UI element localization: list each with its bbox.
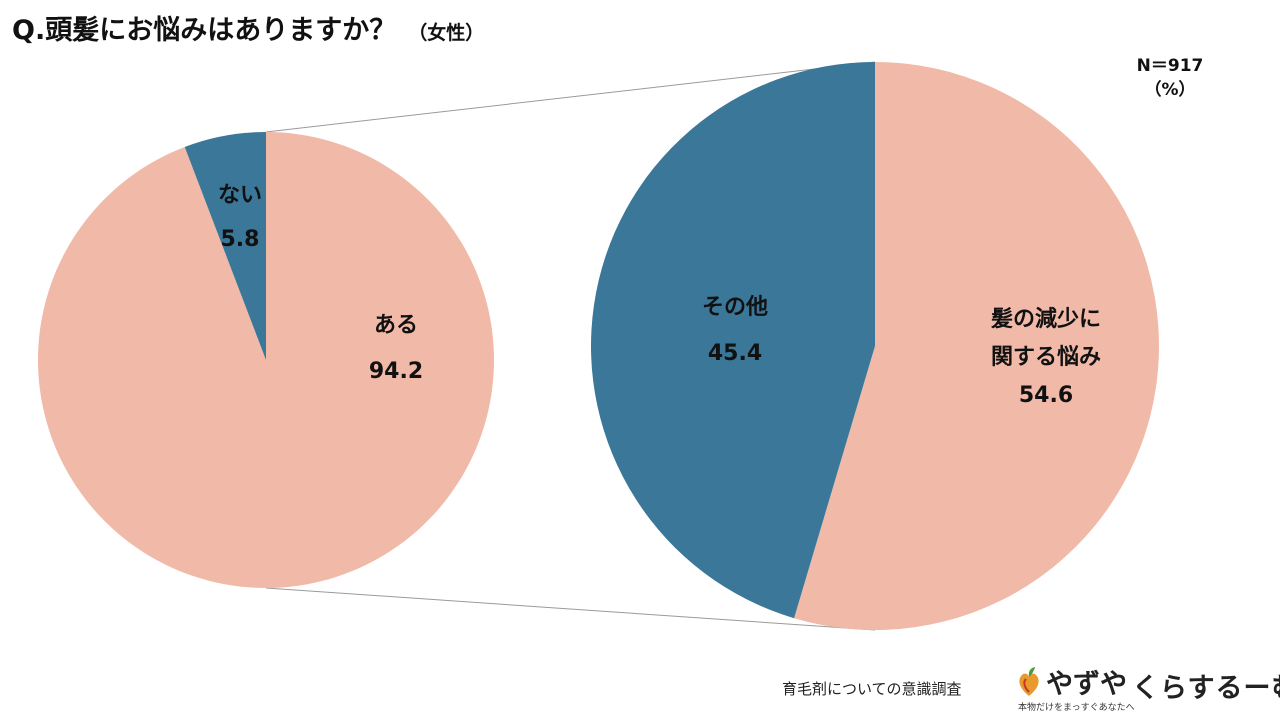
sample-info: N＝917 （%） [1110, 54, 1230, 102]
slice-label: ある [374, 313, 418, 338]
pie-chart-hair-concern: ある 94.2 ない 5.8 [37, 132, 494, 589]
connector-line-top [265, 61, 876, 133]
leaf-heart-icon [1019, 667, 1039, 696]
slice-label: 髪の減少に [990, 307, 1101, 332]
connector-line-bottom [265, 587, 876, 631]
slice-label: その他 [702, 295, 768, 320]
pie-slice-その他 [590, 62, 875, 619]
pie-slice-ある [37, 132, 494, 589]
slice-value-label: 5.8 [221, 227, 260, 252]
brand-kurasuroom: くらするーむ [1132, 673, 1280, 704]
yazuya-logo: やずや 本物だけをまっすぐあなたへ [1014, 660, 1135, 716]
slice-value-label: 45.4 [708, 341, 762, 366]
title-subtitle: （女性） [408, 22, 485, 44]
slice-label: 関する悩み [991, 345, 1101, 370]
brand-yazuya: やずや [1046, 669, 1127, 700]
pie-slice-髪の減少に関する悩み [794, 62, 1159, 631]
connector-lines [265, 61, 876, 631]
survey-name: 育毛剤についての意識調査 [782, 680, 962, 698]
unit-label: （%） [1144, 80, 1196, 100]
sample-size: N＝917 [1136, 56, 1204, 76]
title-text: Q.頭髪にお悩みはありますか？ [12, 15, 397, 46]
slice-value-label: 54.6 [1019, 383, 1073, 408]
slice-label: ない [218, 183, 262, 208]
chart-title: Q.頭髪にお悩みはありますか？ （女性） [12, 8, 484, 47]
slice-value-label: 94.2 [369, 359, 423, 384]
brand-tagline: 本物だけをまっすぐあなたへ [1018, 703, 1135, 713]
pie-slice-ない [184, 132, 266, 360]
